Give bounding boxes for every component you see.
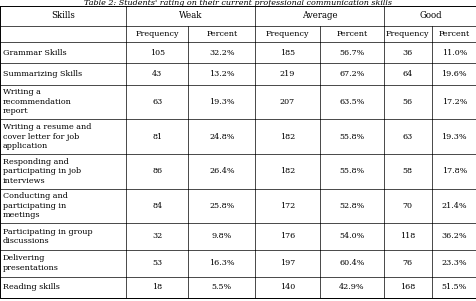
Text: Percent: Percent (336, 30, 367, 38)
Text: 16.3%: 16.3% (208, 259, 234, 267)
Text: Participating in group
discussions: Participating in group discussions (3, 228, 92, 245)
Text: 76: 76 (402, 259, 412, 267)
Text: 63.5%: 63.5% (338, 98, 364, 106)
Text: Conducting and
participating in
meetings: Conducting and participating in meetings (3, 192, 68, 219)
Text: 24.8%: 24.8% (208, 132, 234, 141)
Text: 36.2%: 36.2% (441, 232, 466, 240)
Text: 21.4%: 21.4% (441, 202, 466, 210)
Text: 219: 219 (279, 70, 295, 78)
Text: Percent: Percent (438, 30, 469, 38)
Text: Table 2: Students' rating on their current professional communication skills: Table 2: Students' rating on their curre… (84, 0, 392, 7)
Text: 19.6%: 19.6% (441, 70, 466, 78)
Text: 182: 182 (279, 132, 294, 141)
Text: 42.9%: 42.9% (338, 283, 364, 291)
Text: 197: 197 (279, 259, 294, 267)
Text: Summarizing Skills: Summarizing Skills (3, 70, 82, 78)
Text: 54.0%: 54.0% (338, 232, 364, 240)
Text: 25.8%: 25.8% (208, 202, 234, 210)
Text: 86: 86 (152, 167, 162, 175)
Text: 176: 176 (279, 232, 294, 240)
Text: 52.8%: 52.8% (338, 202, 364, 210)
Text: 23.3%: 23.3% (441, 259, 466, 267)
Text: 51.5%: 51.5% (441, 283, 466, 291)
Text: Skills: Skills (51, 11, 75, 20)
Text: 55.8%: 55.8% (338, 167, 364, 175)
Text: 63: 63 (152, 98, 162, 106)
Text: 17.2%: 17.2% (441, 98, 466, 106)
Text: Reading skills: Reading skills (3, 283, 60, 291)
Text: 60.4%: 60.4% (338, 259, 364, 267)
Text: 11.0%: 11.0% (441, 48, 466, 57)
Text: 81: 81 (152, 132, 162, 141)
Text: Weak: Weak (178, 11, 202, 20)
Text: 36: 36 (402, 48, 412, 57)
Text: 56.7%: 56.7% (338, 48, 364, 57)
Text: Frequency: Frequency (135, 30, 179, 38)
Text: 56: 56 (402, 98, 412, 106)
Text: Delivering
presentations: Delivering presentations (3, 254, 59, 272)
Text: 58: 58 (402, 167, 412, 175)
Text: Good: Good (418, 11, 441, 20)
Text: Grammar Skills: Grammar Skills (3, 48, 66, 57)
Text: 5.5%: 5.5% (211, 283, 231, 291)
Text: 32.2%: 32.2% (208, 48, 234, 57)
Text: 84: 84 (152, 202, 162, 210)
Text: Percent: Percent (206, 30, 237, 38)
Text: Frequency: Frequency (265, 30, 308, 38)
Text: 43: 43 (152, 70, 162, 78)
Text: 32: 32 (152, 232, 162, 240)
Text: Responding and
participating in job
interviews: Responding and participating in job inte… (3, 158, 81, 185)
Text: Average: Average (301, 11, 337, 20)
Text: 118: 118 (399, 232, 415, 240)
Text: 18: 18 (152, 283, 162, 291)
Text: 19.3%: 19.3% (208, 98, 234, 106)
Text: 168: 168 (399, 283, 415, 291)
Text: 185: 185 (279, 48, 294, 57)
Text: 67.2%: 67.2% (338, 70, 364, 78)
Text: Writing a resume and
cover letter for job
application: Writing a resume and cover letter for jo… (3, 123, 91, 150)
Text: 70: 70 (402, 202, 412, 210)
Text: 182: 182 (279, 167, 294, 175)
Text: 140: 140 (279, 283, 294, 291)
Text: 19.3%: 19.3% (441, 132, 466, 141)
Text: 172: 172 (279, 202, 294, 210)
Text: 26.4%: 26.4% (208, 167, 234, 175)
Text: 207: 207 (279, 98, 294, 106)
Text: 13.2%: 13.2% (208, 70, 234, 78)
Text: 53: 53 (152, 259, 162, 267)
Text: Frequency: Frequency (385, 30, 429, 38)
Text: 63: 63 (402, 132, 412, 141)
Text: 105: 105 (149, 48, 165, 57)
Text: 17.8%: 17.8% (441, 167, 466, 175)
Text: 64: 64 (402, 70, 412, 78)
Text: Writing a
recommendation
report: Writing a recommendation report (3, 88, 71, 116)
Text: 55.8%: 55.8% (338, 132, 364, 141)
Text: 9.8%: 9.8% (211, 232, 231, 240)
